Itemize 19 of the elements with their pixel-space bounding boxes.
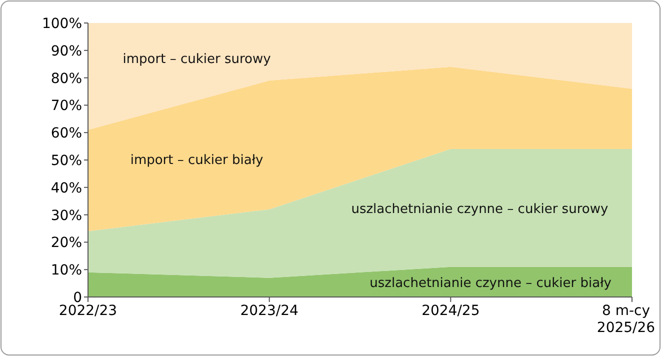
y-tick-label: 90% (50, 43, 82, 60)
x-tick-label: 2024/25 (422, 303, 480, 319)
y-tick-label: 50% (50, 153, 82, 169)
y-tick-label: 10% (50, 262, 82, 279)
series-label: uszlachetnianie czynne – cukier biały (370, 276, 612, 291)
x-tick-label: 2023/24 (240, 303, 298, 319)
y-tick-label: 0 (73, 290, 82, 306)
series-label: uszlachetnianie czynne – cukier surowy (351, 202, 608, 217)
y-tick-label: 40% (50, 180, 82, 196)
y-tick-label: 20% (50, 235, 82, 252)
x-tick-label: 8 m-cy 2025/26 (596, 303, 656, 336)
y-tick-label: 100% (42, 16, 82, 32)
series-label: import – cukier biały (130, 153, 264, 168)
y-tick-label: 60% (50, 126, 82, 142)
y-tick-label: 70% (50, 98, 82, 114)
series-label: import – cukier surowy (122, 52, 272, 67)
y-tick-label: 30% (50, 208, 82, 224)
x-tick-label: 2022/23 (58, 303, 118, 319)
y-tick-label: 80% (50, 70, 82, 87)
